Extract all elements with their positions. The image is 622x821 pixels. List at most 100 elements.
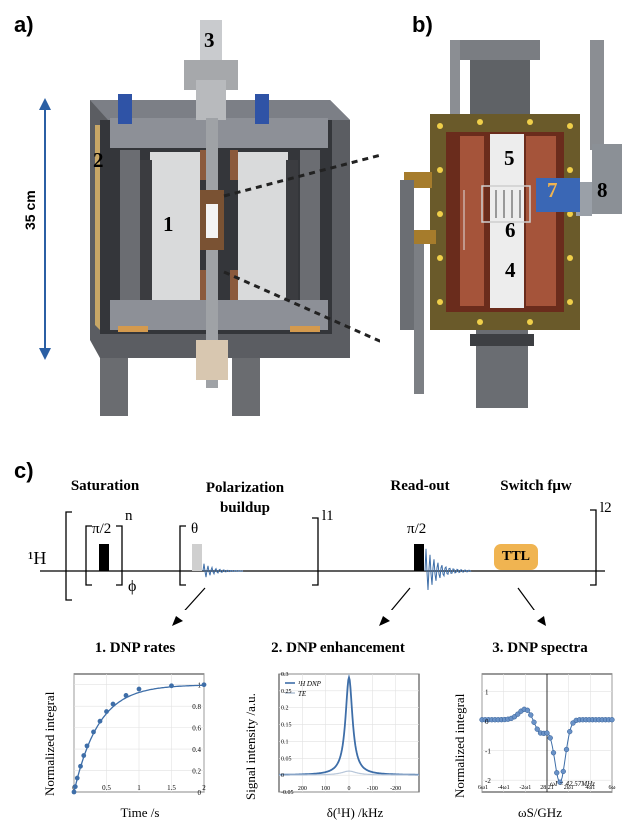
x-tick-label: 4ω1 — [585, 785, 595, 791]
data-point — [557, 779, 563, 785]
y-tick-label: 0.8 — [192, 703, 201, 711]
part-label-6: 6 — [505, 218, 516, 242]
x-tick-label: 1.5 — [167, 784, 176, 792]
block-saturation: Saturation — [70, 478, 140, 494]
readout-pulse-label: π/2 — [407, 521, 427, 537]
data-point — [72, 784, 78, 790]
panel-c-label: c) — [14, 458, 34, 483]
block-polarization: Polarization buildup — [205, 480, 285, 516]
x-tick-label: -6ω1 — [478, 785, 488, 791]
dnp-enhancement-plot: ¹H DNP TE -0.05 0 0.05 0.1 0.15 0.2 0.25 0.3 200 10… — [278, 672, 420, 796]
block-switch: Switch fμw — [500, 478, 572, 494]
series-line — [279, 673, 419, 776]
data-point — [169, 683, 174, 689]
data-point — [78, 763, 83, 769]
y-tick-label: 0 — [281, 773, 284, 779]
data-point — [97, 718, 103, 724]
dnp-rates-plot: 00.20.40.60.8100.511.52 — [71, 673, 207, 797]
subplot-2-xlabel: δ(¹H) /kHz — [326, 805, 384, 820]
data-point — [71, 789, 77, 795]
x-tick-label: -4ω1 — [498, 785, 510, 791]
y-tick-label: -2 — [485, 777, 491, 785]
loop-n-label: n — [125, 508, 133, 524]
data-point — [110, 701, 116, 707]
loop-l1-label: l1 — [322, 508, 334, 524]
data-point — [567, 728, 573, 735]
x-tick-label: 200 — [298, 786, 307, 792]
x-tick-label: -100 — [367, 786, 378, 792]
part-label-2: 2 — [93, 148, 104, 172]
block-readout: Read-out — [390, 478, 450, 494]
data-point — [123, 693, 129, 698]
data-point — [81, 753, 87, 758]
subplot-3-xlabel: ωS/GHz — [518, 805, 562, 820]
part-label-5: 5 — [504, 146, 515, 170]
data-point — [544, 730, 550, 736]
part-label-4: 4 — [505, 258, 516, 282]
y-tick-label: 1 — [485, 689, 489, 697]
subplot-3-title: 3. DNP spectra — [492, 640, 588, 656]
y-tick-label: 0.15 — [281, 723, 292, 729]
phase-label: ϕ — [128, 578, 137, 595]
subplot-1-ylabel: Normalized integral — [42, 691, 57, 796]
data-point — [609, 717, 615, 723]
x-tick-label: 0 — [348, 786, 351, 792]
data-point — [104, 709, 109, 714]
panel-a-label: a) — [14, 12, 34, 37]
y-tick-label: 0.4 — [192, 746, 201, 754]
polarizer-magnet-cutaway — [39, 20, 380, 416]
y-tick-label: 0.2 — [192, 768, 201, 776]
x-tick-label: 100 — [321, 786, 330, 792]
nucleus-label: ¹H — [28, 548, 47, 568]
y-tick-label: 0.3 — [281, 672, 289, 678]
data-point — [554, 770, 560, 776]
panel-b-label: b) — [412, 12, 433, 37]
y-tick-label: 0.05 — [281, 756, 292, 762]
data-point — [528, 712, 534, 718]
part-label-8: 8 — [597, 178, 608, 202]
data-point — [547, 735, 553, 741]
data-point — [534, 726, 540, 732]
x-tick-label: 0.5 — [102, 784, 111, 792]
y-tick-label: 0.1 — [281, 739, 289, 745]
loop-l2-label: l2 — [600, 500, 612, 516]
y-tick-label: 0.2 — [281, 706, 289, 712]
pulse-sequence-diagram — [40, 509, 605, 610]
data-point — [515, 711, 521, 717]
subplot-2-ylabel: Signal intensity /a.u. — [243, 693, 258, 800]
data-point — [74, 775, 80, 781]
part-label-1: 1 — [163, 212, 174, 236]
x-tick-label: 28.21 — [540, 785, 554, 791]
legend-entry: TE — [298, 690, 307, 698]
data-point — [84, 743, 90, 749]
y-tick-label: 0 — [198, 789, 202, 797]
x-tick-label: -2ω1 — [519, 785, 531, 791]
x-tick-label: 1 — [137, 784, 141, 792]
part-label-3: 3 — [204, 28, 215, 52]
x-tick-label: 2 — [202, 784, 206, 792]
theta-pulse-label: θ — [191, 521, 199, 537]
probe-head-detail — [400, 40, 622, 408]
data-point — [201, 682, 207, 688]
legend-entry: ¹H DNP — [298, 680, 322, 688]
data-point — [524, 707, 531, 713]
data-point — [136, 686, 142, 692]
frequency-annotation: ωI = 42.57MHz — [550, 780, 595, 788]
dnp-spectra-plot: ωI = 42.57MHz -6ω1 -4ω1 -2ω1 28.21 2ω1 4ω1 6ω -2… — [478, 673, 616, 793]
data-point — [560, 768, 566, 775]
dimension-label: 35 cm — [22, 190, 38, 230]
subplot-2-title: 2. DNP enhancement — [271, 640, 405, 656]
ttl-block: TTL — [494, 544, 538, 570]
x-tick-label: 2ω1 — [564, 785, 574, 791]
subplot-1-xlabel: Time /s — [120, 805, 160, 820]
series-line — [279, 770, 419, 776]
data-point — [91, 729, 96, 735]
y-tick-label: 0 — [485, 718, 489, 726]
y-tick-label: -0.05 — [281, 790, 294, 796]
part-label-7: 7 — [547, 178, 558, 202]
data-point — [563, 746, 570, 753]
subplot-3-ylabel: Normalized integral — [452, 693, 467, 798]
y-tick-label: -1 — [485, 748, 491, 756]
y-tick-label: 0.25 — [281, 689, 292, 695]
data-point — [531, 719, 537, 725]
